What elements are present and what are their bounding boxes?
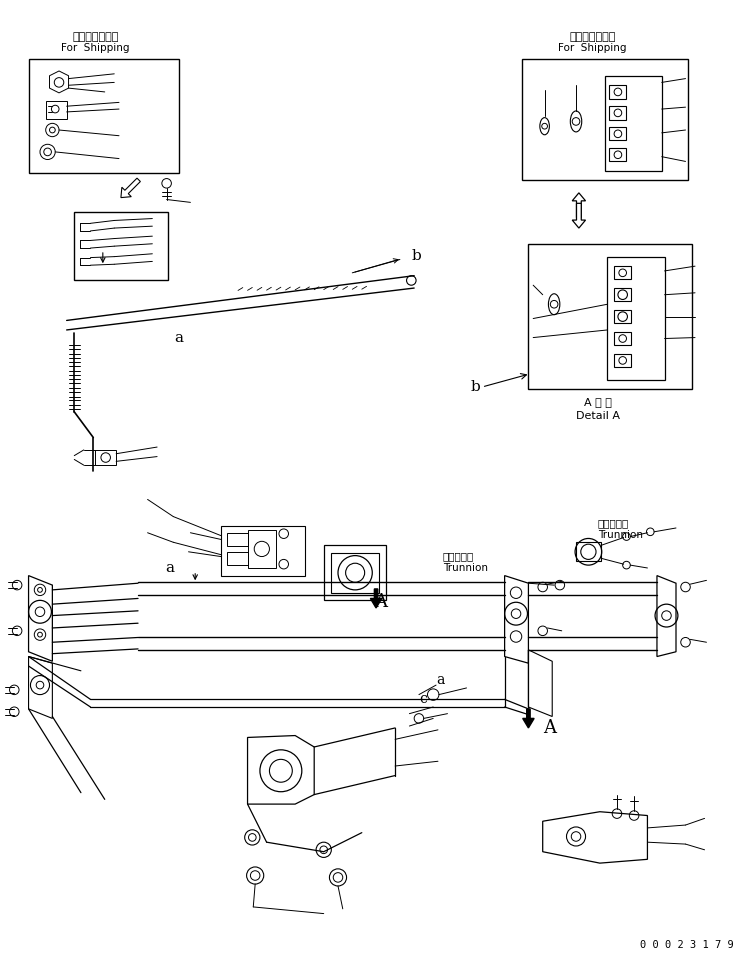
Bar xyxy=(528,244,692,389)
Bar xyxy=(614,310,631,323)
Text: 運　搬　部　品: 運 搬 部 品 xyxy=(569,31,615,42)
Polygon shape xyxy=(504,576,528,663)
Bar xyxy=(95,450,116,466)
Text: b: b xyxy=(411,249,421,263)
Bar xyxy=(332,552,379,592)
Polygon shape xyxy=(657,576,676,657)
Polygon shape xyxy=(49,71,69,93)
Bar xyxy=(522,59,688,181)
Text: b: b xyxy=(470,380,480,394)
Text: トラニオン: トラニオン xyxy=(598,518,630,528)
Bar xyxy=(74,212,168,280)
Text: A: A xyxy=(542,719,556,737)
Bar xyxy=(614,266,631,279)
Text: トラニオン: トラニオン xyxy=(443,551,474,561)
Polygon shape xyxy=(247,736,314,804)
Bar xyxy=(28,59,179,173)
Bar xyxy=(614,288,631,302)
Polygon shape xyxy=(572,193,586,218)
Text: 運　搬　部　品: 運 搬 部 品 xyxy=(72,31,118,42)
Text: A: A xyxy=(374,593,387,611)
Text: For  Shipping: For Shipping xyxy=(558,43,627,53)
Polygon shape xyxy=(28,576,52,662)
Bar xyxy=(614,332,631,346)
Text: A 詳 細: A 詳 細 xyxy=(584,397,612,407)
Bar xyxy=(609,85,627,99)
Polygon shape xyxy=(121,179,140,197)
Bar xyxy=(576,543,600,561)
Text: 0 0 0 2 3 1 7 9: 0 0 0 2 3 1 7 9 xyxy=(640,940,734,950)
Text: a: a xyxy=(165,561,174,575)
Text: c: c xyxy=(419,692,427,707)
Bar xyxy=(45,102,66,118)
Bar xyxy=(609,148,627,161)
Bar xyxy=(221,526,305,576)
Text: Detail A: Detail A xyxy=(576,411,620,421)
Bar xyxy=(609,106,627,119)
Polygon shape xyxy=(542,812,647,863)
Text: Trunnion: Trunnion xyxy=(598,530,643,540)
FancyArrow shape xyxy=(370,589,381,608)
Text: For  Shipping: For Shipping xyxy=(61,43,130,53)
FancyArrow shape xyxy=(523,709,534,728)
Bar xyxy=(226,533,247,547)
Bar xyxy=(607,257,665,381)
Polygon shape xyxy=(528,650,552,716)
Bar xyxy=(605,76,662,171)
Bar xyxy=(247,530,276,568)
Polygon shape xyxy=(28,657,52,718)
Bar xyxy=(226,551,247,565)
Bar xyxy=(609,127,627,141)
Text: a: a xyxy=(436,673,445,687)
Bar xyxy=(614,353,631,367)
Text: Trunnion: Trunnion xyxy=(443,563,488,573)
Text: a: a xyxy=(174,331,183,345)
Polygon shape xyxy=(572,203,586,228)
Bar xyxy=(324,546,386,600)
